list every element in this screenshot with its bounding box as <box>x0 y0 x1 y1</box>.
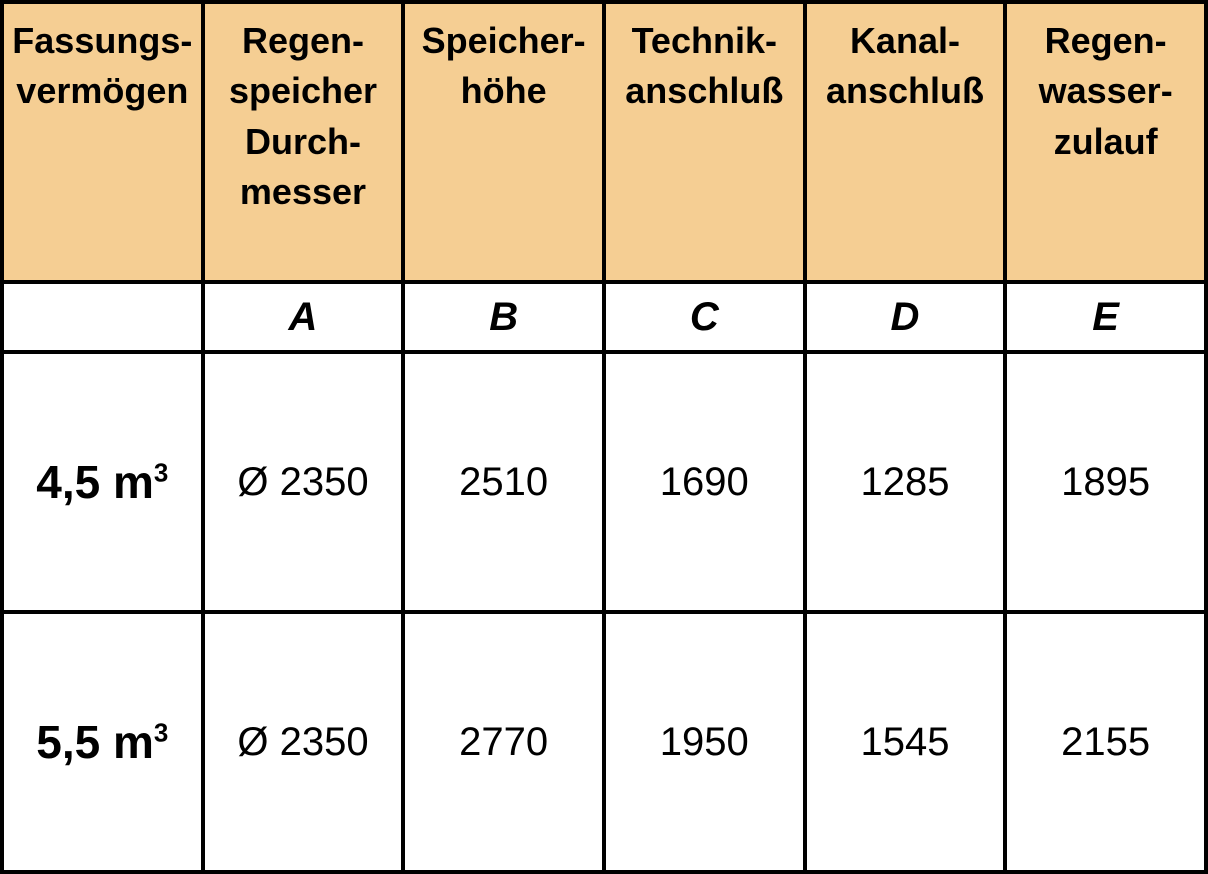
header-text: wasser- <box>1039 70 1173 111</box>
row-label-0: 4,5 m3 <box>2 352 203 612</box>
header-text: Regen- <box>242 20 364 61</box>
letter-cell-4: D <box>805 282 1006 352</box>
table-header-row: Fassungs- vermögen Regen- speicher Durch… <box>2 2 1206 282</box>
header-text: speicher <box>229 70 377 111</box>
data-cell: 1545 <box>805 612 1006 872</box>
header-cell-1: Regen- speicher Durch- messer <box>203 2 404 282</box>
table-row: 5,5 m3 Ø 2350 2770 1950 1545 2155 <box>2 612 1206 872</box>
header-text: messer <box>240 171 366 212</box>
dimensions-table: Fassungs- vermögen Regen- speicher Durch… <box>0 0 1208 874</box>
header-text: Speicher- <box>422 20 586 61</box>
data-cell: Ø 2350 <box>203 352 404 612</box>
header-text: Fassungs- <box>12 20 192 61</box>
table-letter-row: A B C D E <box>2 282 1206 352</box>
letter-cell-3: C <box>604 282 805 352</box>
letter-cell-2: B <box>403 282 604 352</box>
data-cell: 2770 <box>403 612 604 872</box>
data-cell: 2155 <box>1005 612 1206 872</box>
header-text: Kanal- <box>850 20 960 61</box>
data-cell: Ø 2350 <box>203 612 404 872</box>
letter-cell-5: E <box>1005 282 1206 352</box>
header-cell-5: Regen- wasser- zulauf <box>1005 2 1206 282</box>
data-cell: 1690 <box>604 352 805 612</box>
data-cell: 1950 <box>604 612 805 872</box>
header-text: anschluß <box>826 70 984 111</box>
row-label-sup: 3 <box>154 718 168 748</box>
header-text: höhe <box>461 70 547 111</box>
header-cell-3: Technik- anschluß <box>604 2 805 282</box>
header-text: Regen- <box>1045 20 1167 61</box>
data-cell: 2510 <box>403 352 604 612</box>
row-label-main: 5,5 m <box>36 716 154 768</box>
letter-cell-1: A <box>203 282 404 352</box>
header-text: Technik- <box>632 20 777 61</box>
header-cell-4: Kanal- anschluß <box>805 2 1006 282</box>
letter-cell-0 <box>2 282 203 352</box>
data-cell: 1285 <box>805 352 1006 612</box>
header-cell-0: Fassungs- vermögen <box>2 2 203 282</box>
header-text: anschluß <box>625 70 783 111</box>
table-row: 4,5 m3 Ø 2350 2510 1690 1285 1895 <box>2 352 1206 612</box>
data-cell: 1895 <box>1005 352 1206 612</box>
row-label-sup: 3 <box>154 458 168 488</box>
row-label-1: 5,5 m3 <box>2 612 203 872</box>
header-cell-2: Speicher- höhe <box>403 2 604 282</box>
row-label-main: 4,5 m <box>36 456 154 508</box>
header-text: vermögen <box>16 70 188 111</box>
header-text: zulauf <box>1054 121 1158 162</box>
header-text: Durch- <box>245 121 361 162</box>
